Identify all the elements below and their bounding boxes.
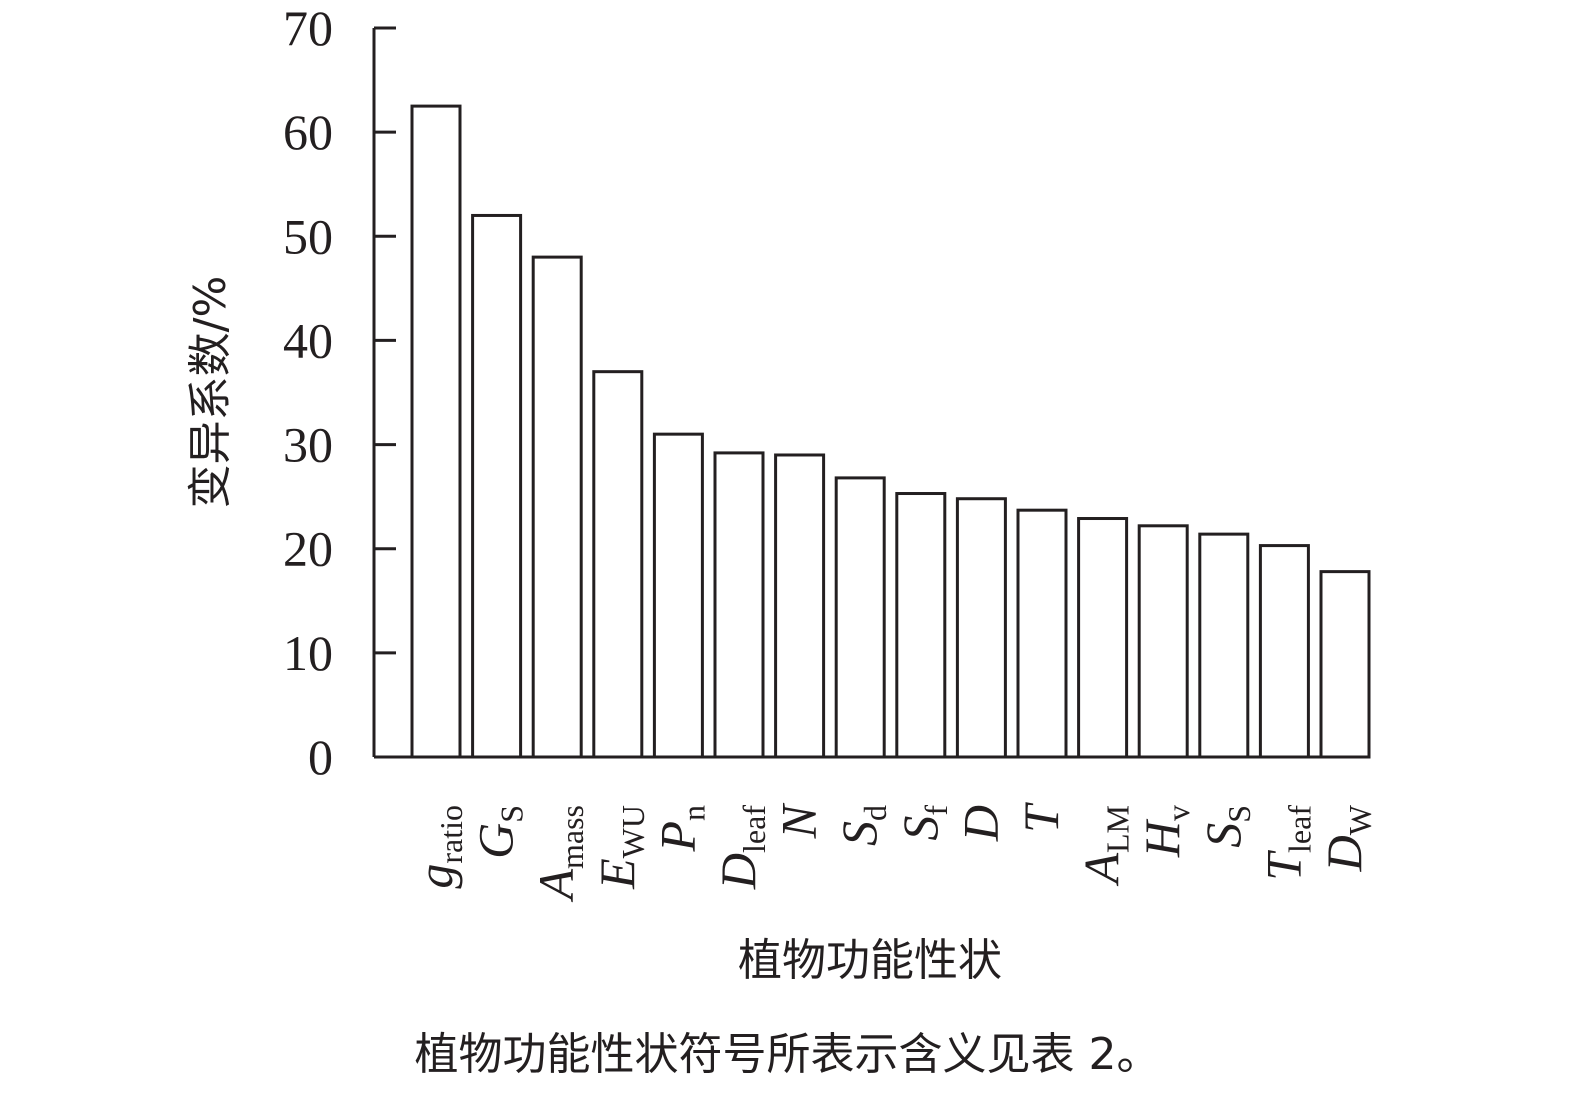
bar	[713, 451, 765, 759]
bar	[471, 213, 523, 759]
x-tick-label-subscript: v	[1160, 805, 1196, 821]
x-tick-label-symbol: S	[831, 821, 887, 846]
x-tick-label: EWU	[589, 805, 651, 890]
y-tick-label: 50	[283, 208, 333, 264]
bar	[410, 104, 462, 759]
bar	[1198, 532, 1250, 759]
x-tick-label: Dleaf	[710, 805, 772, 890]
x-tick-label-symbol: P	[649, 821, 705, 853]
x-tick-label: Pn	[649, 805, 711, 853]
x-tick-label-subscript: WU	[615, 805, 651, 858]
x-tick-label-subscript: n	[675, 805, 711, 821]
y-tick-label: 60	[283, 104, 333, 160]
x-tick-label-subscript: leaf	[1281, 805, 1317, 853]
x-tick-label: ALM	[1074, 805, 1136, 887]
y-tick-label: 70	[283, 0, 333, 56]
x-tick-label-symbol: g	[407, 864, 463, 889]
bar	[1077, 517, 1129, 759]
x-tick-label-symbol: N	[771, 802, 827, 839]
bar	[774, 453, 826, 759]
x-tick-label-symbol: A	[1074, 853, 1130, 887]
x-tick-label: GS	[468, 805, 530, 859]
x-tick-label: T	[1013, 802, 1069, 833]
x-tick-label-symbol: G	[468, 823, 524, 859]
bar	[592, 370, 644, 759]
x-axis-title: 植物功能性状	[738, 935, 1002, 986]
x-tick-label-subscript: S	[1221, 805, 1257, 823]
x-tick-label-symbol: S	[892, 816, 948, 841]
x-tick-label: gratio	[407, 805, 469, 889]
x-tick-label: Sf	[892, 805, 954, 841]
bar	[1258, 544, 1310, 759]
x-tick-label-subscript: d	[857, 805, 893, 821]
y-tick-label: 10	[283, 625, 333, 681]
x-tick-label: Amass	[528, 805, 590, 903]
y-axis-title: 变异系数/%	[185, 276, 236, 509]
x-tick-label-subscript: leaf	[736, 805, 772, 853]
x-tick-label-symbol: S	[1195, 823, 1251, 848]
y-tick-label: 30	[283, 417, 333, 473]
x-tick-label-symbol: H	[1134, 818, 1190, 858]
figure-caption: 植物功能性状符号所表示含义见表 2。	[414, 1029, 1161, 1080]
x-tick-label: DW	[1316, 804, 1378, 872]
y-tick-label: 0	[308, 729, 333, 785]
bar	[1319, 570, 1371, 759]
x-tick-label-subscript: f	[918, 805, 954, 816]
x-tick-label: Tleaf	[1255, 805, 1317, 881]
bar	[652, 432, 704, 759]
bar	[1016, 508, 1068, 759]
x-tick-label-symbol: T	[1255, 850, 1311, 881]
x-tick-label: D	[952, 805, 1008, 842]
x-tick-label-symbol: A	[528, 869, 584, 903]
x-tick-label: N	[771, 802, 827, 839]
x-tick-label-subscript: S	[494, 805, 530, 823]
bar	[834, 476, 886, 759]
x-tick-label: SS	[1195, 805, 1257, 848]
x-tick-label-subscript: W	[1342, 804, 1378, 835]
bar	[1137, 524, 1189, 759]
x-tick-label-subscript: ratio	[433, 805, 469, 864]
x-tick-label: Hv	[1134, 805, 1196, 858]
y-tick-label: 20	[283, 521, 333, 577]
bar	[531, 255, 583, 759]
bars-group	[410, 104, 1371, 759]
x-tick-label-symbol: D	[952, 805, 1008, 842]
x-tick-label-subscript: mass	[554, 805, 590, 869]
x-tick-label-symbol: D	[710, 853, 766, 890]
x-tick-label-symbol: T	[1013, 802, 1069, 833]
bar	[895, 492, 947, 759]
x-tick-label-symbol: D	[1316, 835, 1372, 872]
x-tick-label: Sd	[831, 805, 893, 846]
y-tick-label: 40	[283, 312, 333, 368]
y-axis-ticks: 0 10 20 30 40 50 60 70	[283, 0, 396, 785]
x-tick-label-subscript: LM	[1100, 805, 1136, 853]
bar	[955, 497, 1007, 759]
x-tick-label-symbol: E	[589, 858, 645, 890]
